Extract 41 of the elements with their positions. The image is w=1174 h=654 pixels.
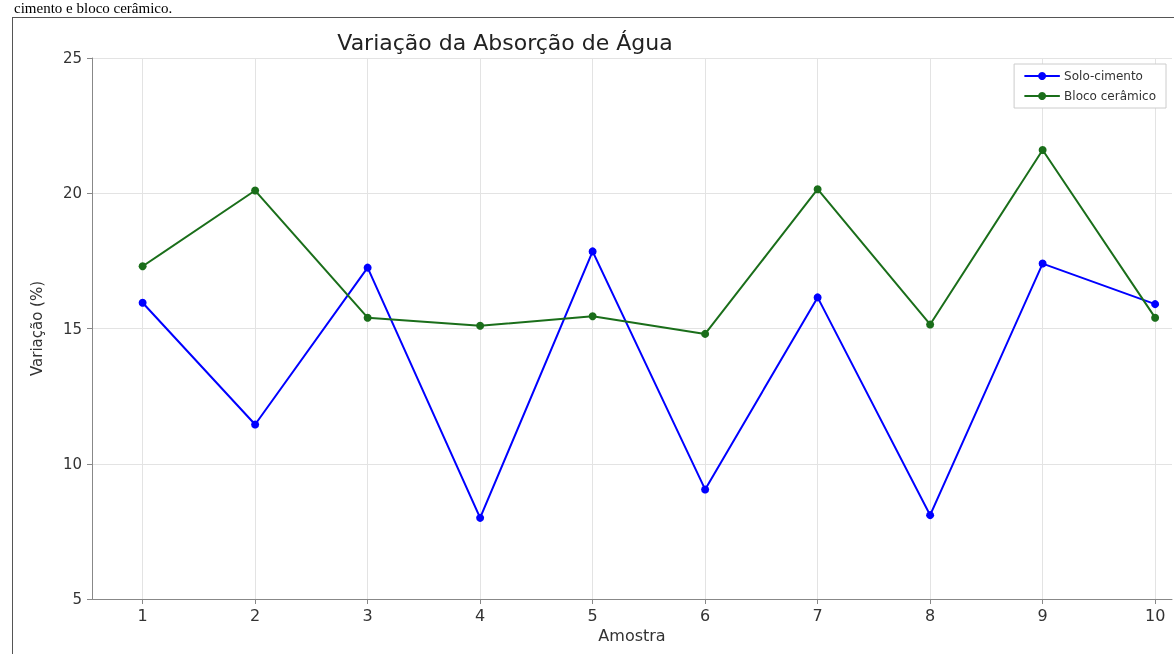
x-tick-label: 6 xyxy=(700,605,711,625)
point xyxy=(701,485,710,494)
point xyxy=(476,513,485,522)
point xyxy=(138,262,147,271)
point xyxy=(926,511,935,520)
legend-label: Solo-cimento xyxy=(1064,69,1143,83)
point xyxy=(476,321,485,330)
x-tick-label: 7 xyxy=(812,605,823,625)
x-tick-label: 5 xyxy=(587,605,598,625)
point xyxy=(1038,259,1047,268)
chart-title: Variação da Absorção de Água xyxy=(337,29,673,55)
x-tick-label: 9 xyxy=(1037,605,1048,625)
point xyxy=(138,298,147,307)
point xyxy=(588,312,597,321)
y-tick-label: 25 xyxy=(62,49,82,67)
x-tick-label: 10 xyxy=(1144,605,1166,625)
y-axis-title: Variação (%) xyxy=(27,280,46,377)
point xyxy=(701,329,710,338)
point xyxy=(1038,145,1047,154)
point xyxy=(363,313,372,322)
legend-label: Bloco cerâmico xyxy=(1064,89,1157,103)
x-tick-label: 4 xyxy=(475,605,486,625)
y-tick-label: 15 xyxy=(62,319,82,338)
point xyxy=(813,293,822,302)
point xyxy=(813,185,822,194)
x-tick-label: 2 xyxy=(250,605,261,625)
x-tick-label: 1 xyxy=(137,605,148,625)
point xyxy=(1151,313,1160,322)
y-tick-label: 10 xyxy=(62,454,82,473)
x-tick-label: 3 xyxy=(362,605,373,625)
y-tick-label: 20 xyxy=(62,184,82,203)
x-tick-label: 8 xyxy=(925,605,936,625)
point xyxy=(251,186,260,195)
x-axis-title: Amostra xyxy=(598,626,666,646)
y-tick-label: 5 xyxy=(72,590,82,608)
text: cimento e bloco cerâmico. xyxy=(14,0,173,16)
point xyxy=(926,320,935,329)
point xyxy=(1151,300,1160,309)
point xyxy=(588,247,597,256)
point xyxy=(363,263,372,272)
point xyxy=(251,420,260,429)
